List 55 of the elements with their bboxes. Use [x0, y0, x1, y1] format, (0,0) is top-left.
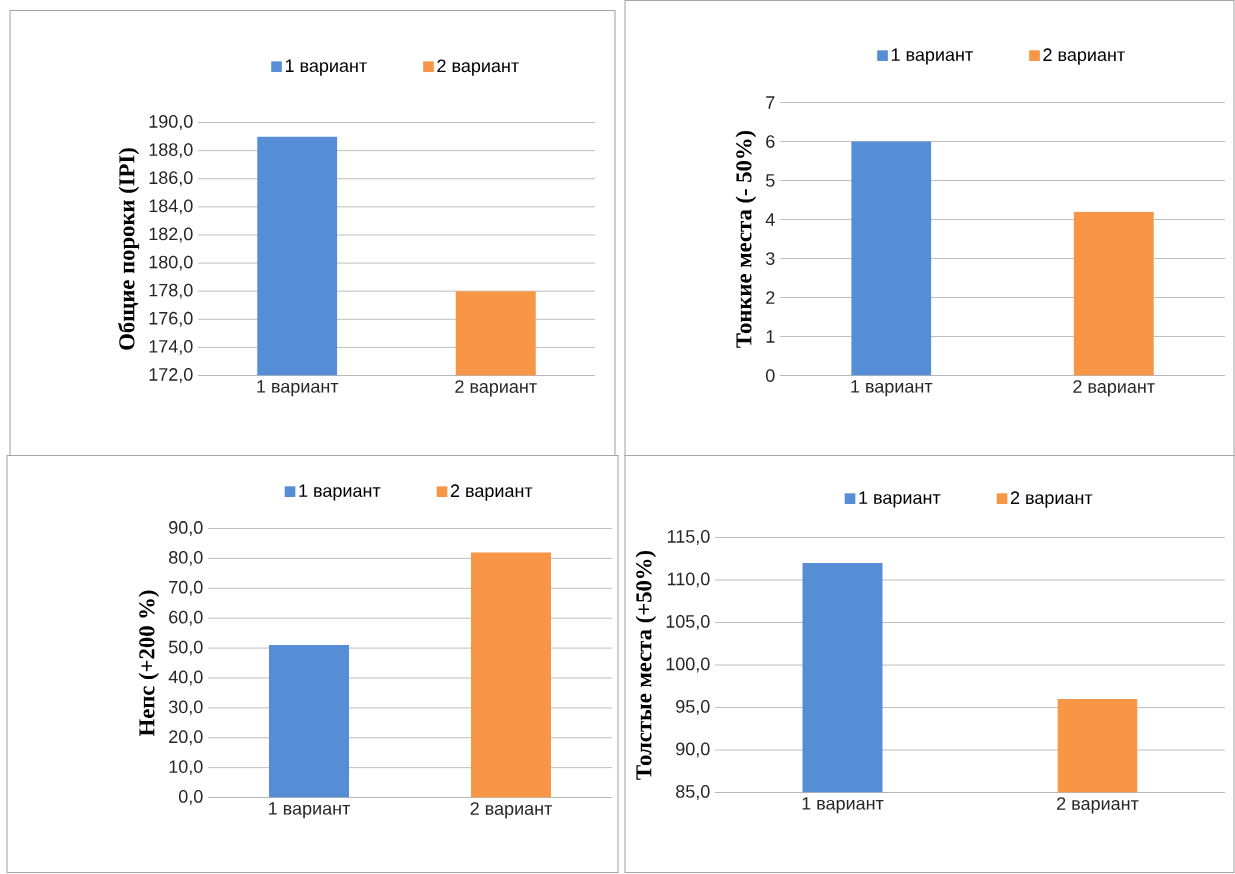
y-tick-label: 95,0 — [676, 700, 710, 716]
legend-label: 1 вариант — [859, 491, 941, 508]
y-tick-label: 105,0 — [666, 615, 710, 631]
legend-label: 2 вариант — [450, 484, 533, 501]
y-tick-label: 4 — [765, 213, 775, 226]
y-tick-label: 190,0 — [149, 115, 193, 131]
y-tick-label: 30,0 — [168, 700, 203, 716]
x-tick-label: 2 вариант — [470, 802, 553, 819]
y-tick-label: 115,0 — [667, 530, 710, 546]
y-tick-label: 6 — [766, 135, 775, 149]
y-tick-label: 174,0 — [149, 340, 193, 356]
legend-label: 1 вариант — [285, 59, 367, 76]
x-tick-label: 2 вариант — [1073, 380, 1155, 397]
y-tick-label: 172,0 — [149, 368, 193, 384]
legend-label: 1 вариант — [891, 48, 973, 65]
x-tick-label: 1 вариант — [269, 802, 351, 819]
y-axis-title: Толстые места (+50%) — [635, 551, 657, 780]
y-tick-label: 176,0 — [149, 312, 193, 327]
x-tick-label: 1 вариант — [802, 797, 884, 814]
y-tick-label: 184,0 — [149, 199, 193, 215]
y-tick-label: 7 — [766, 96, 775, 109]
x-tick-label: 2 вариант — [1057, 797, 1139, 814]
y-tick-label: 5 — [766, 174, 775, 188]
x-tick-label: 2 вариант — [455, 380, 537, 397]
y-tick-label: 50,0 — [168, 640, 203, 656]
legend-label: 2 вариант — [1010, 491, 1093, 508]
y-tick-label: 80,0 — [169, 551, 203, 567]
y-tick-label: 20,0 — [169, 730, 203, 746]
y-tick-label: 186,0 — [149, 171, 193, 187]
y-tick-label: 100,0 — [666, 657, 710, 673]
y-tick-label: 10,0 — [169, 760, 203, 776]
y-tick-label: 110,0 — [667, 572, 710, 588]
x-tick-label: 1 вариант — [851, 380, 933, 397]
y-axis-title: Тонкие места (- 50%) — [735, 131, 757, 349]
legend-label: 2 вариант — [437, 59, 519, 76]
y-tick-label: 0 — [766, 369, 775, 383]
y-tick-label: 1 — [766, 330, 775, 343]
y-tick-label: 0,0 — [178, 790, 203, 806]
legend-label: 1 вариант — [299, 484, 381, 501]
y-tick-label: 90,0 — [169, 521, 203, 537]
y-tick-label: 40,0 — [168, 670, 203, 686]
y-tick-label: 70,0 — [169, 581, 203, 596]
legend-label: 2 вариант — [1043, 48, 1125, 65]
y-tick-label: 60,0 — [169, 611, 203, 626]
y-tick-label: 188,0 — [149, 143, 193, 159]
y-tick-label: 90,0 — [676, 742, 710, 758]
y-axis-title: Общие пороки (IPI) — [118, 148, 140, 350]
x-tick-label: 1 вариант — [257, 380, 339, 397]
y-tick-label: 3 — [765, 252, 775, 266]
y-tick-label: 182,0 — [149, 227, 193, 243]
y-tick-label: 2 — [766, 291, 775, 305]
y-tick-label: 180,0 — [149, 255, 193, 271]
y-tick-label: 85,0 — [676, 785, 710, 801]
y-tick-label: 178,0 — [149, 283, 193, 299]
y-axis-title: Непс (+200 %) — [138, 590, 160, 737]
